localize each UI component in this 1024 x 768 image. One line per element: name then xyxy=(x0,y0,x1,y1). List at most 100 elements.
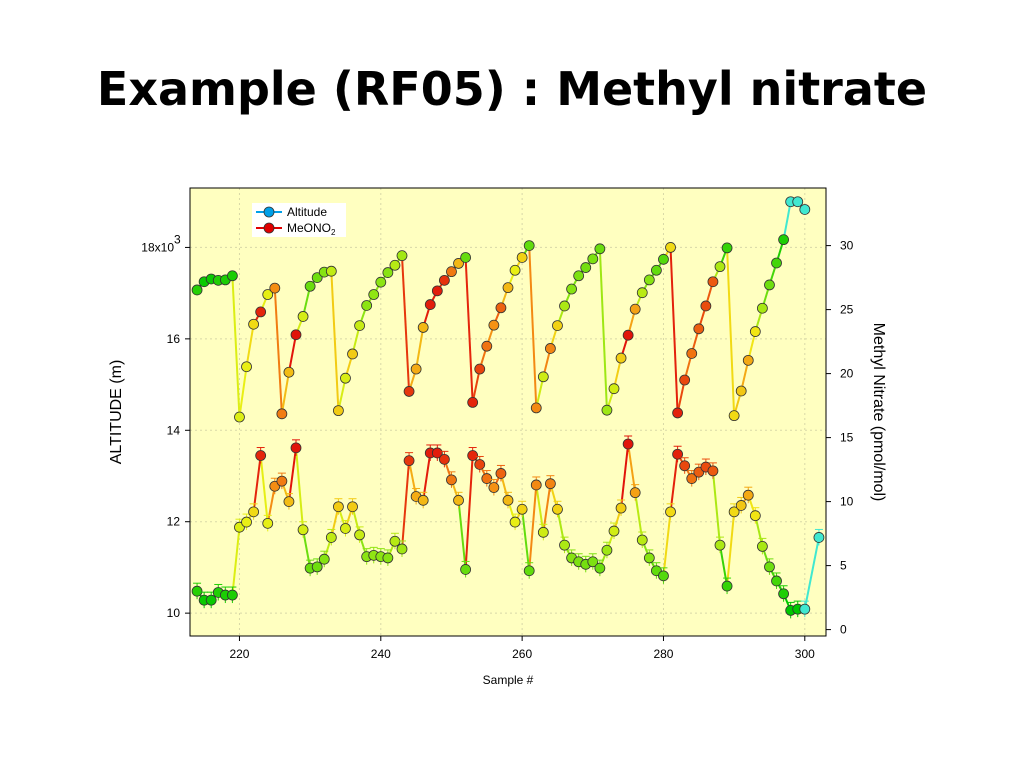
meono2-point xyxy=(707,465,719,477)
series-segment xyxy=(245,324,255,367)
series-segment xyxy=(662,511,672,576)
altitude-point xyxy=(474,363,486,375)
series-segment xyxy=(711,470,721,546)
meono2-point xyxy=(311,561,323,573)
meono2-point xyxy=(721,580,733,592)
meono2-point xyxy=(587,556,599,568)
altitude-point xyxy=(601,404,613,416)
altitude-point xyxy=(629,303,641,315)
altitude-point xyxy=(410,363,422,375)
altitude-point xyxy=(347,348,358,360)
series-segment xyxy=(464,455,474,570)
altitude-point xyxy=(728,410,740,422)
meono2-point xyxy=(460,564,472,575)
meono2-point xyxy=(255,450,267,461)
altitude-point xyxy=(545,343,556,354)
altitude-point xyxy=(368,289,380,300)
meono2-point xyxy=(488,482,500,493)
meono2-point xyxy=(396,543,408,555)
meono2-point xyxy=(545,478,556,490)
altitude-point xyxy=(375,276,387,288)
altitude-point xyxy=(453,258,464,269)
meono2-point xyxy=(347,501,358,513)
series-segment xyxy=(266,486,276,524)
altitude-point xyxy=(495,302,507,314)
altitude-point xyxy=(446,266,457,278)
altitude-point xyxy=(269,282,281,294)
altitude-point xyxy=(721,242,733,254)
altitude-point xyxy=(234,411,245,423)
altitude-point xyxy=(382,267,394,278)
altitude-point xyxy=(686,348,698,359)
x-tick-label: 300 xyxy=(795,647,815,661)
plot-frame xyxy=(189,187,827,637)
meono2-point xyxy=(191,585,203,597)
meono2-point xyxy=(552,503,563,515)
altitude-point xyxy=(799,204,811,215)
meono2-point xyxy=(530,479,542,491)
altitude-point xyxy=(530,402,542,414)
altitude-point xyxy=(255,306,267,318)
series-segment xyxy=(337,377,347,411)
meono2-point xyxy=(622,438,634,450)
series-segment xyxy=(803,537,820,610)
y-right-tick-label: 5 xyxy=(840,559,847,573)
meono2-point xyxy=(608,525,620,537)
y-left-axis-title: ALTITUDE (m) xyxy=(108,360,125,465)
altitude-point xyxy=(771,257,782,269)
meono2-point xyxy=(679,460,691,472)
series-segment xyxy=(231,527,241,596)
meono2-point xyxy=(332,501,344,513)
series-segment xyxy=(259,455,269,524)
altitude-point xyxy=(580,262,592,273)
altitude-point xyxy=(304,280,316,292)
meono2-point xyxy=(537,526,549,538)
meono2-point xyxy=(509,516,521,528)
series-segment xyxy=(287,447,297,502)
altitude-point xyxy=(622,329,634,341)
altitude-point xyxy=(559,300,570,312)
meono2-point xyxy=(714,539,726,551)
meono2-point xyxy=(297,524,309,536)
series-segment xyxy=(280,372,290,414)
series-segment xyxy=(238,366,248,418)
legend-marker xyxy=(263,206,275,218)
y-right-tick-label: 25 xyxy=(840,303,854,317)
altitude-point xyxy=(587,253,599,265)
y-right-tick-label: 0 xyxy=(840,623,847,637)
altitude-point xyxy=(191,284,203,296)
y-right-tick-label: 10 xyxy=(840,495,854,509)
altitude-point xyxy=(714,261,726,273)
y-left-tick-label: 14 xyxy=(167,423,181,437)
altitude-point xyxy=(707,276,719,288)
altitude-point xyxy=(665,242,676,253)
altitude-point xyxy=(615,352,627,364)
meono2-point xyxy=(325,532,337,543)
altitude-point xyxy=(778,234,789,246)
altitude-point xyxy=(523,240,535,252)
meono2-point xyxy=(262,517,274,529)
altitude-point xyxy=(658,253,669,265)
meono2-point xyxy=(523,565,535,577)
meono2-point xyxy=(615,502,627,514)
meono2-point xyxy=(799,603,811,615)
meono2-point xyxy=(735,500,747,511)
altitude-point xyxy=(467,396,479,408)
series-segment xyxy=(521,509,531,571)
meono2-point xyxy=(382,552,394,564)
y-left-tick-label: 12 xyxy=(167,515,181,529)
meono2-point xyxy=(813,532,825,543)
meono2-point xyxy=(643,552,655,564)
x-tick-label: 220 xyxy=(229,647,249,661)
meono2-point xyxy=(417,494,429,506)
altitude-point xyxy=(757,302,768,314)
altitude-point xyxy=(354,320,366,332)
meono2-point xyxy=(495,468,507,479)
altitude-point xyxy=(403,386,415,397)
meono2-point xyxy=(438,453,450,465)
altitude-point xyxy=(481,340,493,352)
series-segment xyxy=(287,334,297,373)
x-axis-title: Sample # xyxy=(483,673,534,687)
series-segment xyxy=(726,247,736,416)
